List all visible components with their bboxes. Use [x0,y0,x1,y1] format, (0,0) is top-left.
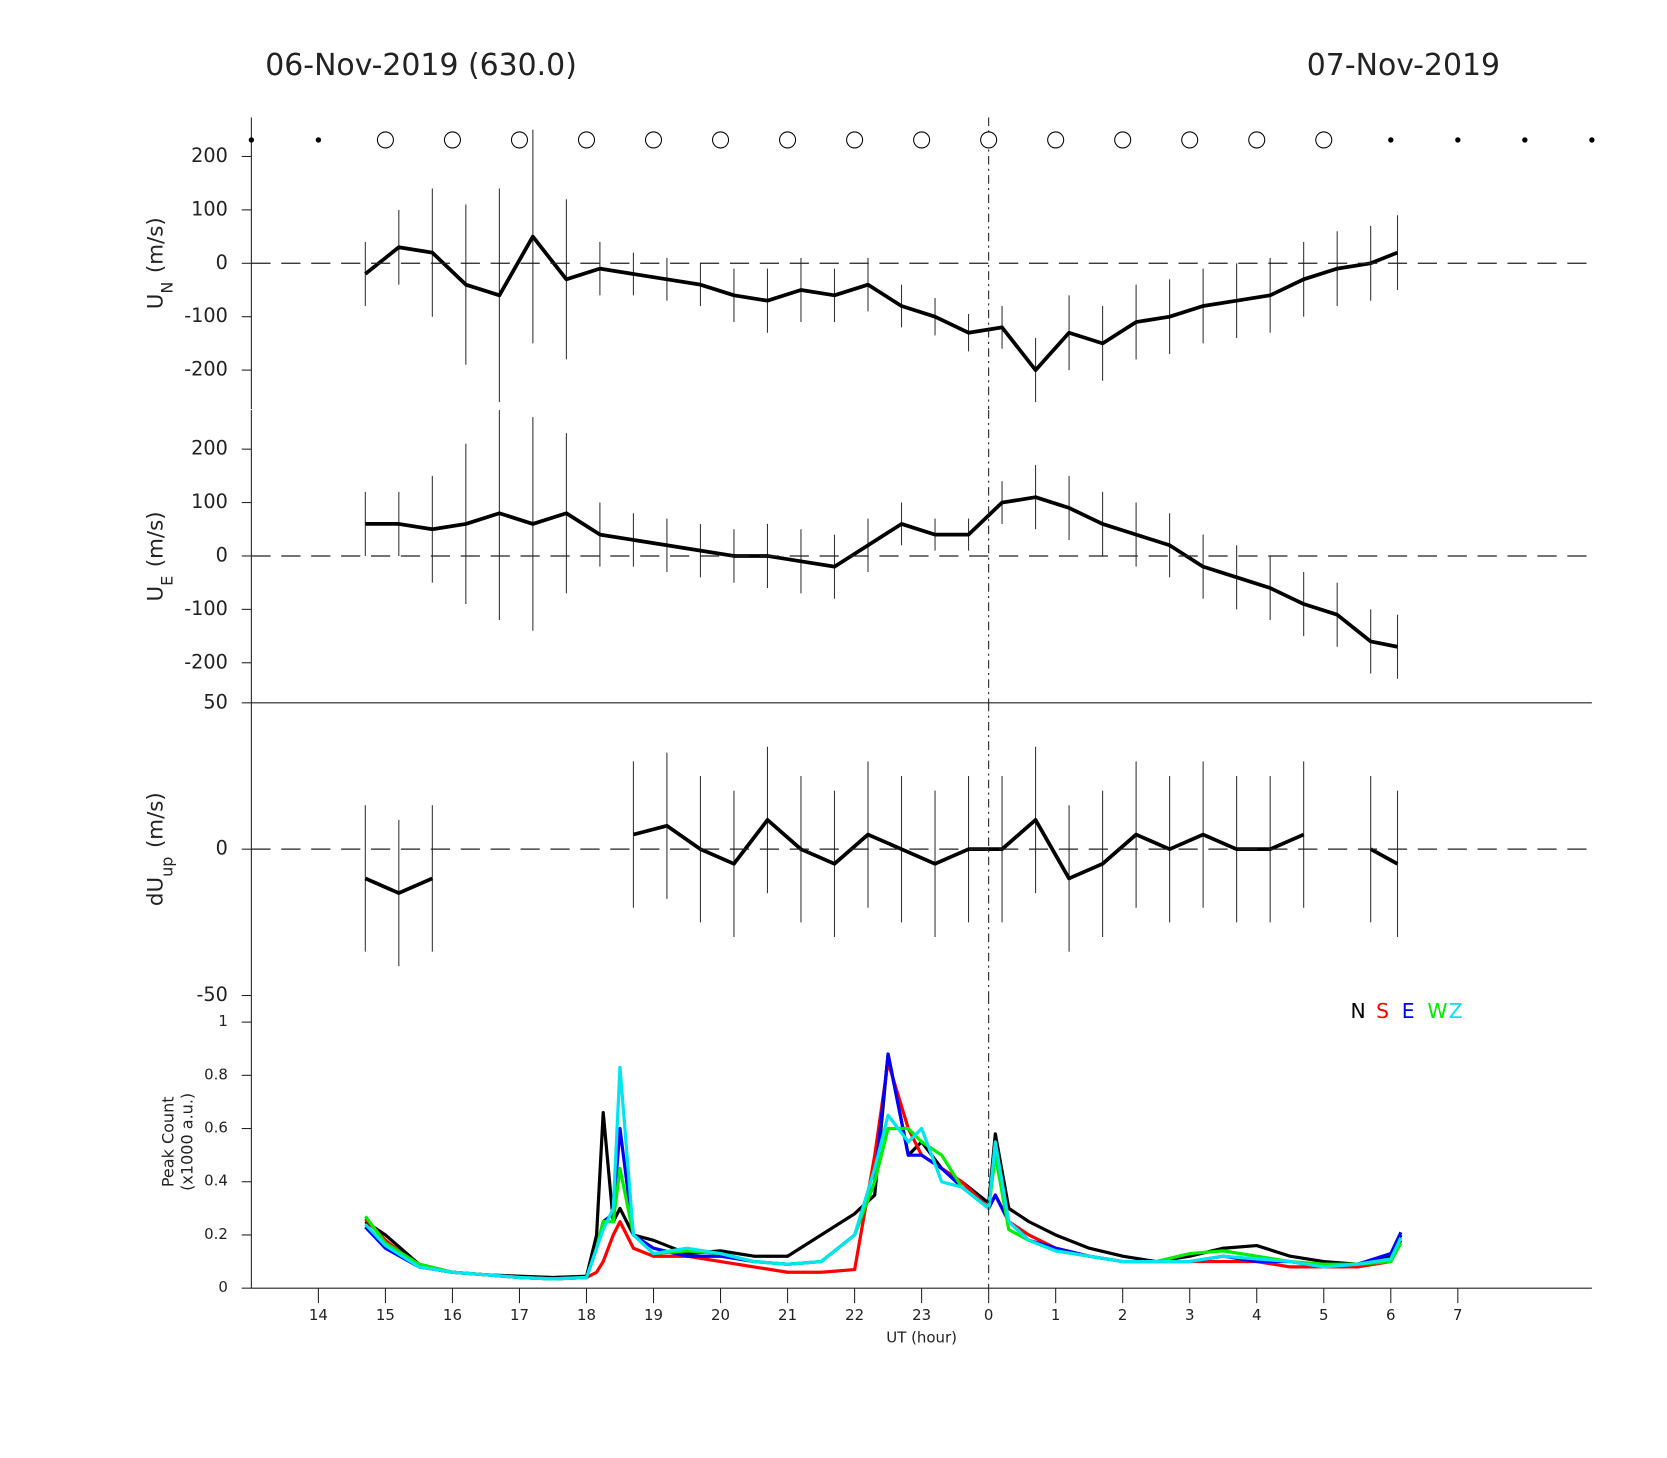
series-line [364,876,434,895]
x-tick-label: 22 [845,1306,864,1324]
x-tick-label: 7 [1453,1306,1463,1324]
y-tick-label: 100 [191,197,228,220]
marker-dot [1388,137,1394,143]
marker-open [712,131,730,149]
series-line [365,495,1398,649]
y-tick-label: -200 [184,650,228,673]
marker-open [1315,131,1333,149]
title-left: 06-Nov-2019 (630.0) [265,48,577,83]
series-line [364,1065,1403,1281]
marker-open [443,131,461,149]
y-tick-label: 0.6 [204,1119,228,1137]
x-tick-label: 6 [1386,1306,1396,1324]
legend-entry: S [1376,999,1389,1023]
y-label-main: U [144,586,169,602]
marker-open [1248,131,1266,149]
y-label-sub: up [157,857,176,877]
plot-area [364,746,1399,967]
x-tick-label: 21 [778,1306,797,1324]
plot-area [364,1052,1403,1281]
y-tick-label: 0 [216,837,228,860]
marker-dot [315,137,322,143]
legend-entry: Z [1449,999,1463,1023]
marker-open [510,131,529,149]
x-tick-label: 3 [1185,1306,1195,1324]
y-label-main: dU [144,877,169,906]
y-axis-label: UE (m/s) [144,511,177,601]
x-tick-label: 1 [1051,1306,1061,1324]
legend-entry: W [1427,999,1447,1023]
marker-dot [248,137,255,143]
series-line [364,234,1399,372]
plot-area [364,129,1399,403]
series-line [364,1126,1403,1281]
series-line [1369,847,1399,866]
y-label-main: U [144,294,169,310]
y-tick-label: -200 [184,358,228,381]
y-label-unit: (m/s) [144,217,169,273]
y-label-sub: N [157,282,176,294]
x-tick-label: 18 [577,1306,596,1324]
x-tick-label: 16 [443,1306,462,1324]
marker-open [644,131,663,149]
y-tick-label: 0.2 [204,1225,228,1243]
x-tick-label: 2 [1118,1306,1128,1324]
x-tick-label: 4 [1252,1306,1262,1324]
marker-open [577,131,596,149]
x-tick-label: 0 [984,1306,994,1324]
marker-open [779,131,797,149]
legend-entry: N [1350,999,1365,1023]
x-axis-label: UT (hour) [886,1328,957,1346]
y-tick-label: 100 [191,490,228,513]
x-tick-label: 20 [711,1306,730,1324]
y-tick-label: 200 [191,437,228,460]
y-label-unit: (m/s) [144,792,169,848]
marker-open [1114,131,1132,149]
title-right: 07-Nov-2019 [1307,48,1500,83]
x-tick-label: 5 [1319,1306,1329,1324]
y-tick-label: -100 [184,304,228,327]
x-tick-label: 19 [644,1306,663,1324]
y-tick-label: 0.8 [204,1065,228,1083]
marker-dot [1522,137,1528,143]
y-tick-label: 0.4 [204,1172,228,1190]
marker-dot [1455,137,1461,143]
y-tick-label: -50 [196,983,227,1006]
marker-open [1047,131,1065,149]
y-tick-label: 0 [216,543,228,566]
marker-open [846,131,864,149]
y-axis-label: (x1000 a.u.) [178,1093,197,1191]
marker-open [1181,131,1199,149]
y-axis-label: Peak Count [158,1096,177,1187]
x-tick-label: 17 [510,1306,529,1324]
y-tick-label: 200 [191,144,228,167]
x-tick-label: 23 [912,1306,931,1324]
y-label-unit: (m/s) [144,511,169,567]
x-tick-label: 14 [309,1306,328,1324]
y-tick-label: 0 [216,251,228,274]
marker-dot [1589,137,1595,143]
marker-open [376,131,394,149]
marker-open [980,131,998,149]
y-tick-label: -100 [184,597,228,620]
y-tick-label: 50 [203,690,227,713]
plot-area [364,410,1399,679]
y-label-sub: E [157,576,176,586]
y-tick-label: 0 [218,1278,228,1296]
legend-entry: E [1402,999,1415,1023]
y-axis-label: dUup (m/s) [144,792,177,906]
y-axis-label: UN (m/s) [144,217,177,309]
y-tick-label: 1 [218,1012,228,1030]
marker-open [913,131,931,149]
x-tick-label: 15 [376,1306,395,1324]
